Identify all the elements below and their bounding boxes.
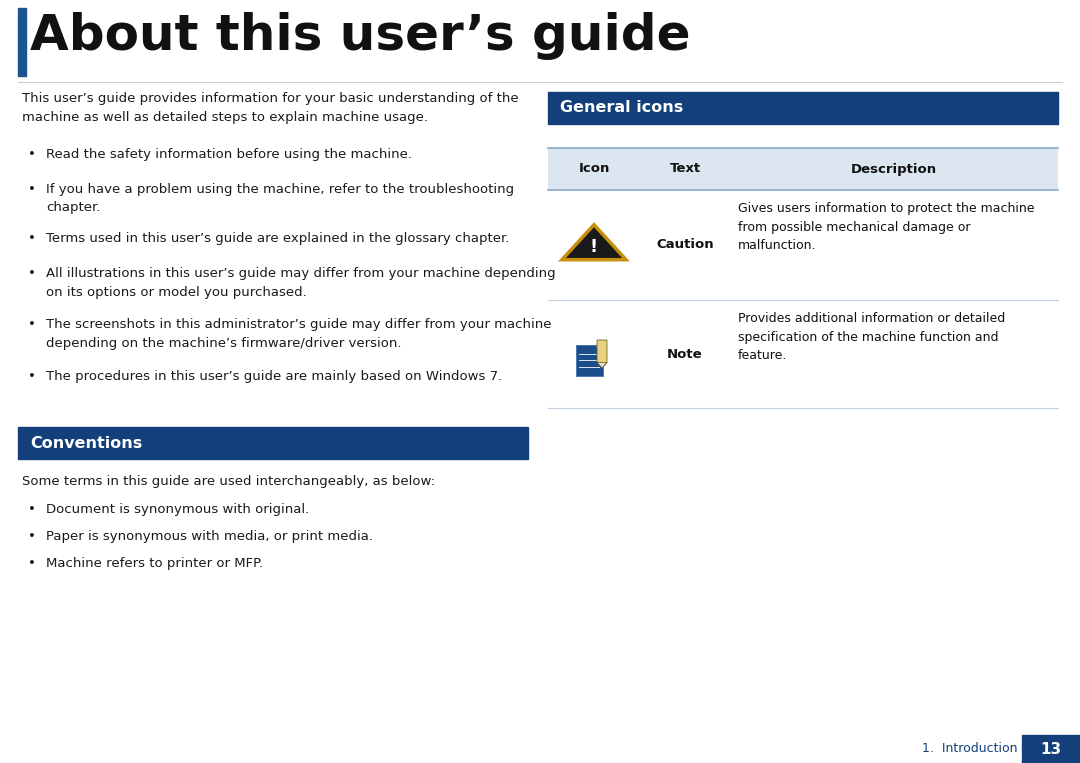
Text: !: !	[590, 238, 598, 256]
Bar	[18, 8, 26, 76]
Text: Text: Text	[670, 163, 701, 175]
Text: •: •	[28, 503, 36, 516]
Text: 13: 13	[1040, 742, 1062, 756]
Text: •: •	[28, 318, 36, 331]
Text: •: •	[28, 370, 36, 383]
Text: •: •	[28, 557, 36, 570]
Text: All illustrations in this user’s guide may differ from your machine depending
on: All illustrations in this user’s guide m…	[46, 267, 555, 298]
Text: •: •	[28, 232, 36, 245]
Text: Description: Description	[851, 163, 937, 175]
Text: The procedures in this user’s guide are mainly based on Windows 7.: The procedures in this user’s guide are …	[46, 370, 502, 383]
Bar	[18, 427, 528, 459]
Bar	[548, 300, 1058, 408]
Text: Some terms in this guide are used interchangeably, as below:: Some terms in this guide are used interc…	[22, 475, 435, 488]
Polygon shape	[562, 224, 626, 259]
Text: •: •	[28, 148, 36, 161]
Text: Note: Note	[667, 347, 703, 360]
Bar	[548, 190, 1058, 300]
Text: The screenshots in this administrator’s guide may differ from your machine
depen: The screenshots in this administrator’s …	[46, 318, 552, 349]
Text: Provides additional information or detailed
specification of the machine functio: Provides additional information or detai…	[738, 312, 1005, 362]
Bar	[1022, 735, 1080, 763]
Bar	[548, 148, 1058, 190]
Text: General icons: General icons	[561, 101, 684, 115]
Polygon shape	[597, 362, 607, 368]
Text: •: •	[28, 530, 36, 543]
Polygon shape	[595, 346, 603, 354]
Bar	[576, 346, 603, 376]
Text: 1.  Introduction: 1. Introduction	[922, 742, 1018, 755]
Text: Caution: Caution	[657, 239, 714, 252]
Text: Conventions: Conventions	[30, 436, 143, 450]
Text: Machine refers to printer or MFP.: Machine refers to printer or MFP.	[46, 557, 264, 570]
Text: Gives users information to protect the machine
from possible mechanical damage o: Gives users information to protect the m…	[738, 202, 1035, 252]
Text: Paper is synonymous with media, or print media.: Paper is synonymous with media, or print…	[46, 530, 373, 543]
Text: •: •	[28, 183, 36, 196]
Text: Terms used in this user’s guide are explained in the glossary chapter.: Terms used in this user’s guide are expl…	[46, 232, 510, 245]
Polygon shape	[597, 340, 607, 368]
Text: Icon: Icon	[578, 163, 610, 175]
Text: •: •	[28, 267, 36, 280]
Text: If you have a problem using the machine, refer to the troubleshooting
chapter.: If you have a problem using the machine,…	[46, 183, 514, 214]
Bar	[548, 92, 1058, 124]
Text: Document is synonymous with original.: Document is synonymous with original.	[46, 503, 309, 516]
Text: About this user’s guide: About this user’s guide	[30, 12, 690, 60]
Text: Read the safety information before using the machine.: Read the safety information before using…	[46, 148, 411, 161]
Text: This user’s guide provides information for your basic understanding of the
machi: This user’s guide provides information f…	[22, 92, 518, 124]
